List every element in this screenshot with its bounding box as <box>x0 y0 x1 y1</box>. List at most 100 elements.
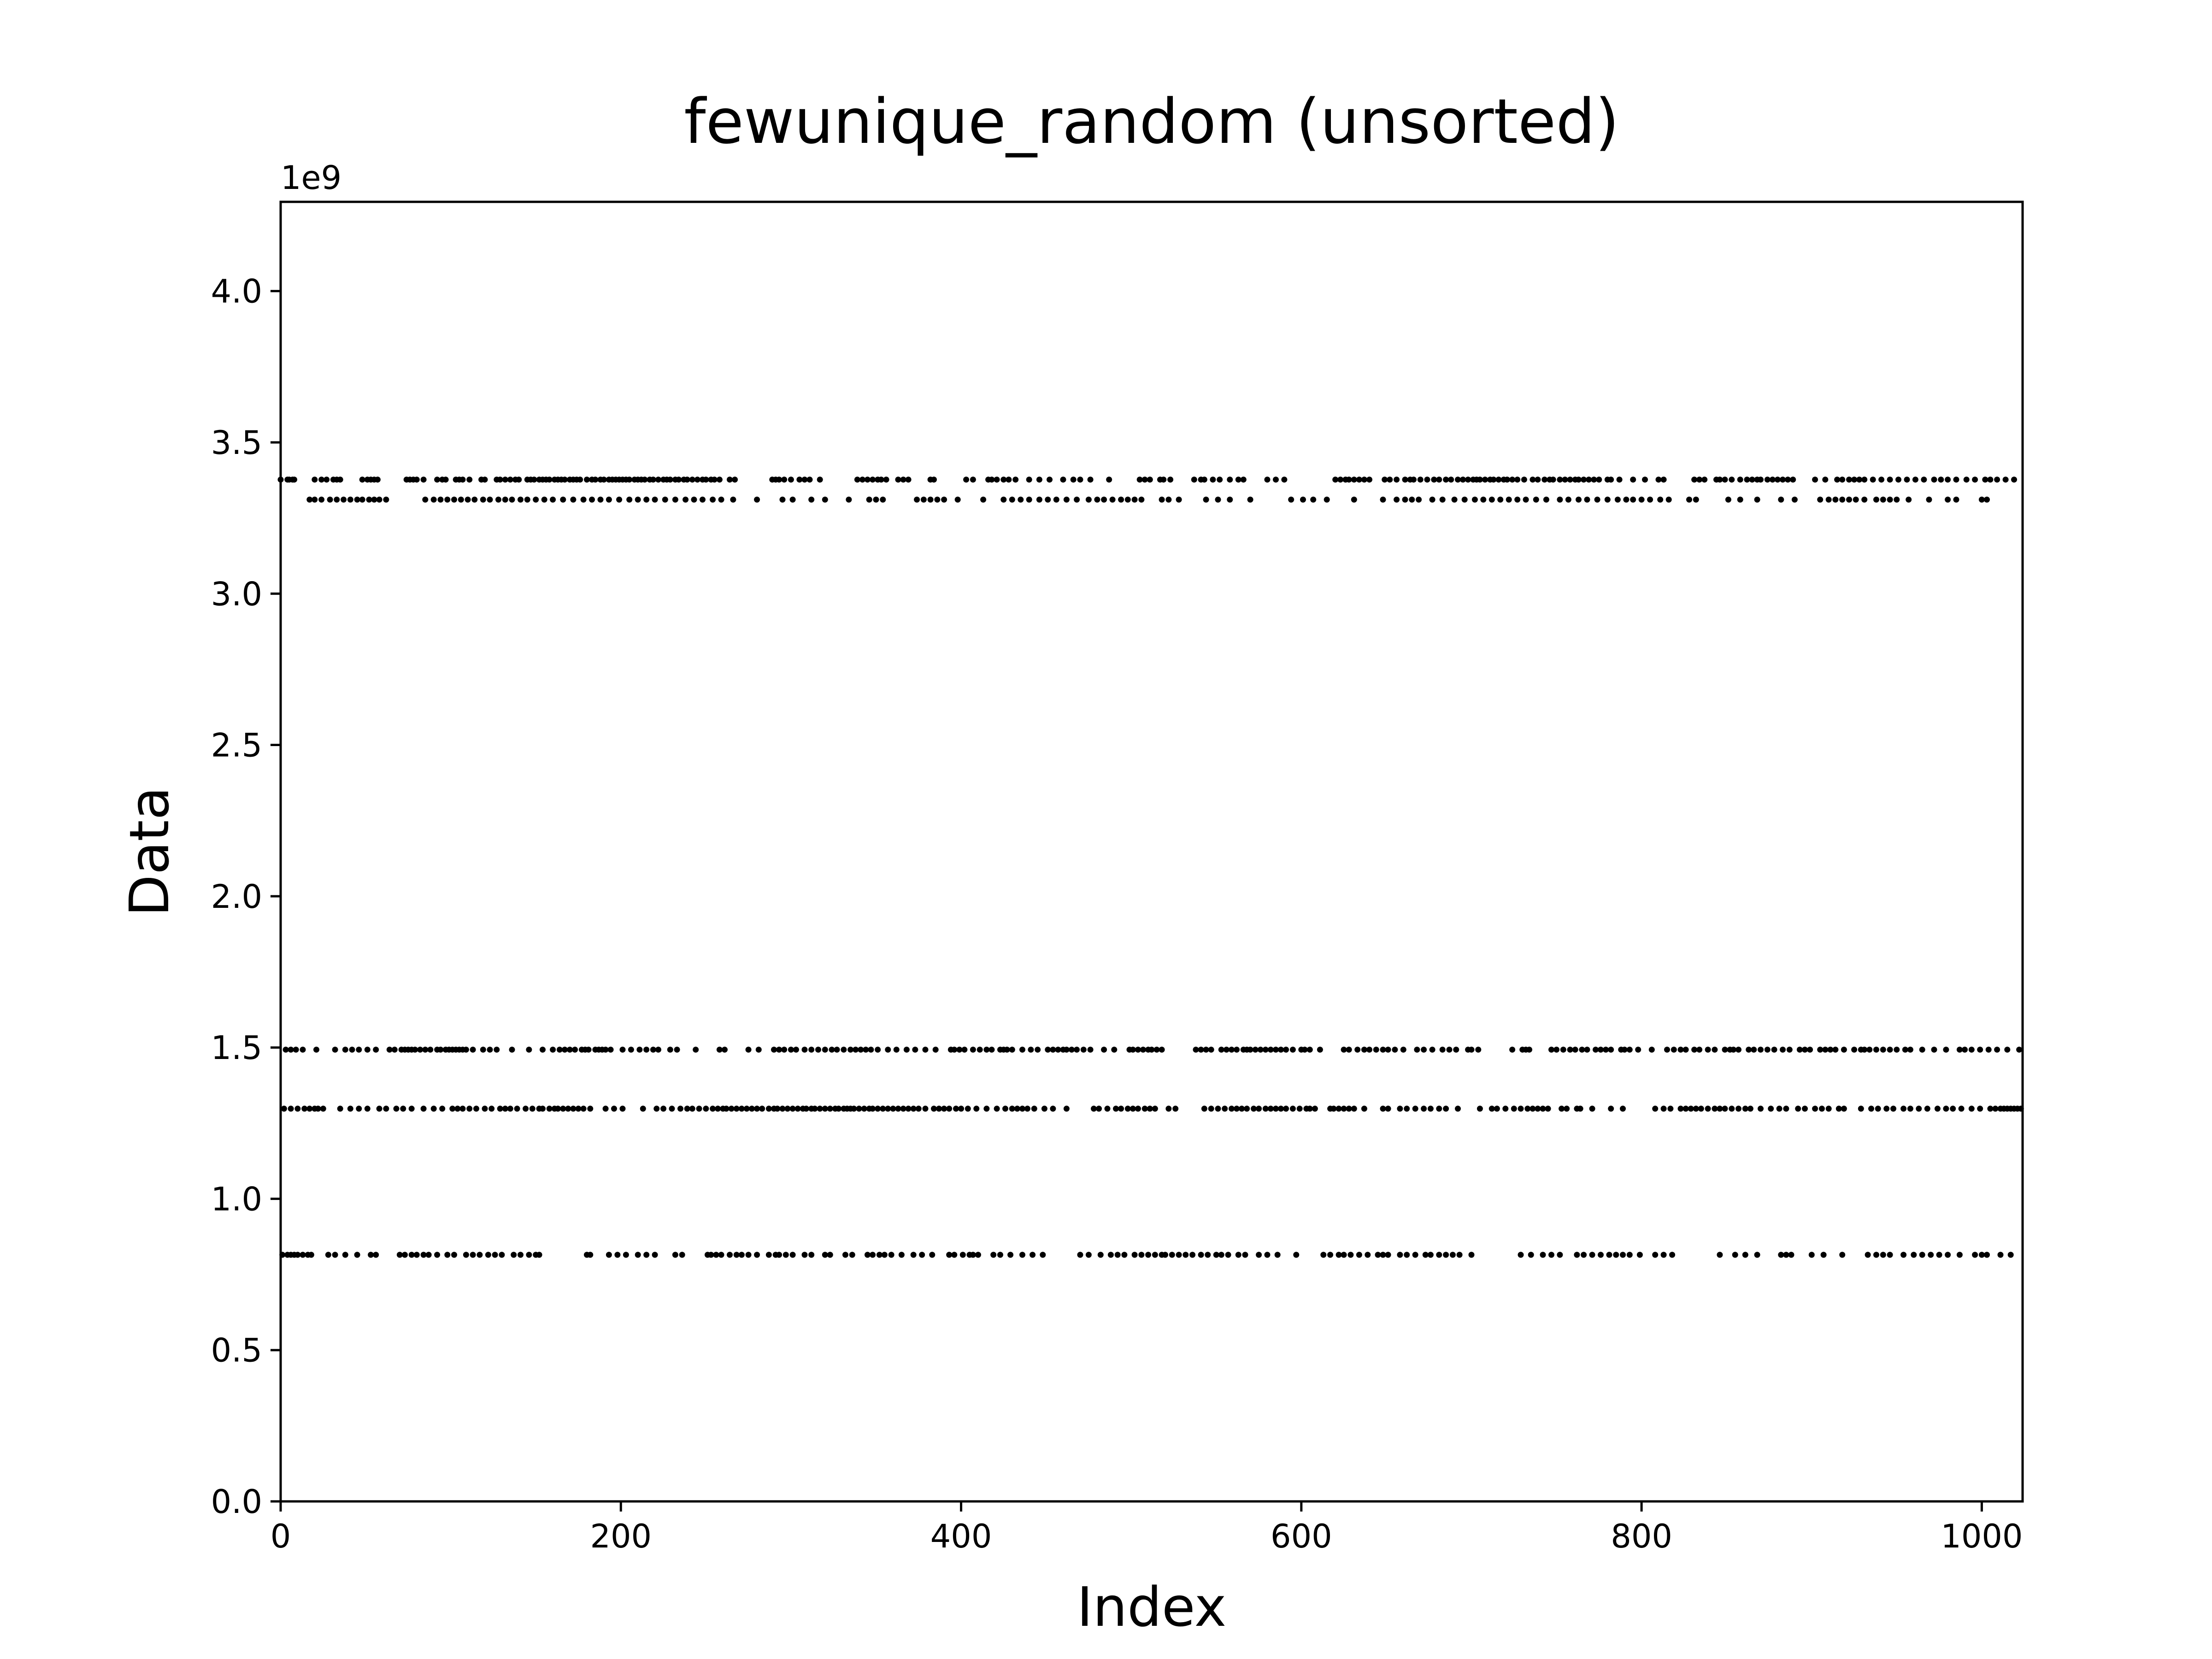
data-point <box>1050 1106 1056 1112</box>
data-point <box>619 1047 626 1053</box>
data-point <box>1594 496 1600 503</box>
data-point <box>1055 1047 1061 1053</box>
data-point <box>1289 1047 1296 1053</box>
data-point <box>801 1252 808 1258</box>
data-point <box>1541 477 1548 483</box>
data-point <box>781 477 788 483</box>
data-point <box>1431 477 1437 483</box>
data-point <box>1945 496 1951 503</box>
data-point <box>359 477 365 483</box>
data-point <box>988 1047 995 1053</box>
data-point <box>754 496 760 503</box>
data-point <box>444 496 451 503</box>
data-point <box>1972 1252 1978 1258</box>
data-point <box>1778 496 1784 503</box>
data-point <box>1742 1252 1748 1258</box>
data-point <box>710 496 716 503</box>
data-point <box>941 496 947 503</box>
data-point <box>492 1252 498 1258</box>
data-point <box>946 1252 953 1258</box>
data-point <box>1987 477 1994 483</box>
data-point <box>1785 477 1791 483</box>
data-point <box>1289 1106 1296 1112</box>
data-point <box>1036 477 1042 483</box>
data-point <box>1087 477 1094 483</box>
data-point <box>1992 1106 1999 1112</box>
data-point <box>1994 477 2000 483</box>
data-point <box>919 1252 925 1258</box>
data-point <box>1274 1252 1281 1258</box>
data-point <box>523 1106 529 1112</box>
chart-title: fewunique_random (unsorted) <box>684 86 1619 158</box>
data-point <box>1300 496 1306 503</box>
data-point <box>1402 477 1408 483</box>
data-point <box>1412 1252 1418 1258</box>
data-point <box>990 1252 997 1258</box>
y-tick-label: 0.0 <box>211 1483 262 1521</box>
data-point <box>1997 1252 2004 1258</box>
data-point <box>1749 477 1755 483</box>
data-point <box>1310 496 1317 503</box>
data-point <box>1234 1106 1240 1112</box>
data-point <box>733 1106 740 1112</box>
data-point <box>922 1047 929 1053</box>
data-point <box>1130 1106 1136 1112</box>
x-axis-label: Index <box>1077 1575 1227 1639</box>
data-point <box>507 1106 513 1112</box>
data-point <box>556 1047 563 1053</box>
data-point <box>1853 496 1859 503</box>
data-point <box>779 1106 786 1112</box>
data-point <box>383 1106 389 1112</box>
data-point <box>635 496 641 503</box>
data-point <box>374 477 381 483</box>
data-point <box>1124 1106 1131 1112</box>
data-point <box>1945 1252 1951 1258</box>
data-point <box>1956 1047 1963 1053</box>
data-point <box>626 496 633 503</box>
data-point <box>1790 477 1796 483</box>
data-point <box>1701 477 1708 483</box>
data-point <box>1553 1047 1560 1053</box>
data-point <box>1028 1047 1034 1053</box>
data-point <box>765 1106 772 1112</box>
data-point <box>1402 496 1408 503</box>
data-point <box>1351 477 1357 483</box>
data-point <box>1306 1106 1313 1112</box>
data-point <box>1586 477 1592 483</box>
data-points <box>277 477 2024 1258</box>
data-point <box>1244 1106 1250 1112</box>
data-point <box>900 1106 906 1112</box>
data-point <box>1626 1047 1633 1053</box>
data-point <box>1851 477 1858 483</box>
data-point <box>655 1047 661 1053</box>
data-point <box>1887 496 1893 503</box>
data-point <box>1306 1047 1313 1053</box>
data-point <box>1460 477 1466 483</box>
data-point <box>1217 477 1223 483</box>
data-point <box>1121 1252 1128 1258</box>
data-point <box>1045 1047 1051 1053</box>
data-point <box>1218 1047 1224 1053</box>
data-point <box>1436 477 1442 483</box>
data-point <box>420 1106 427 1112</box>
data-point <box>1218 1252 1224 1258</box>
data-point <box>858 1047 864 1053</box>
data-point <box>482 1106 488 1112</box>
data-point <box>1795 1106 1801 1112</box>
data-point <box>1392 1047 1398 1053</box>
data-point <box>1608 477 1614 483</box>
data-point <box>516 477 522 483</box>
data-point <box>866 496 872 503</box>
data-point <box>1136 477 1143 483</box>
data-point <box>1153 1047 1160 1053</box>
data-point <box>1347 1252 1354 1258</box>
data-point <box>1774 477 1781 483</box>
data-point <box>988 477 995 483</box>
data-point <box>1461 496 1468 503</box>
data-point <box>1382 477 1388 483</box>
data-point <box>834 1047 840 1053</box>
data-point <box>694 477 700 483</box>
data-point <box>1671 1047 1677 1053</box>
data-point <box>1002 1106 1008 1112</box>
data-point <box>451 496 457 503</box>
